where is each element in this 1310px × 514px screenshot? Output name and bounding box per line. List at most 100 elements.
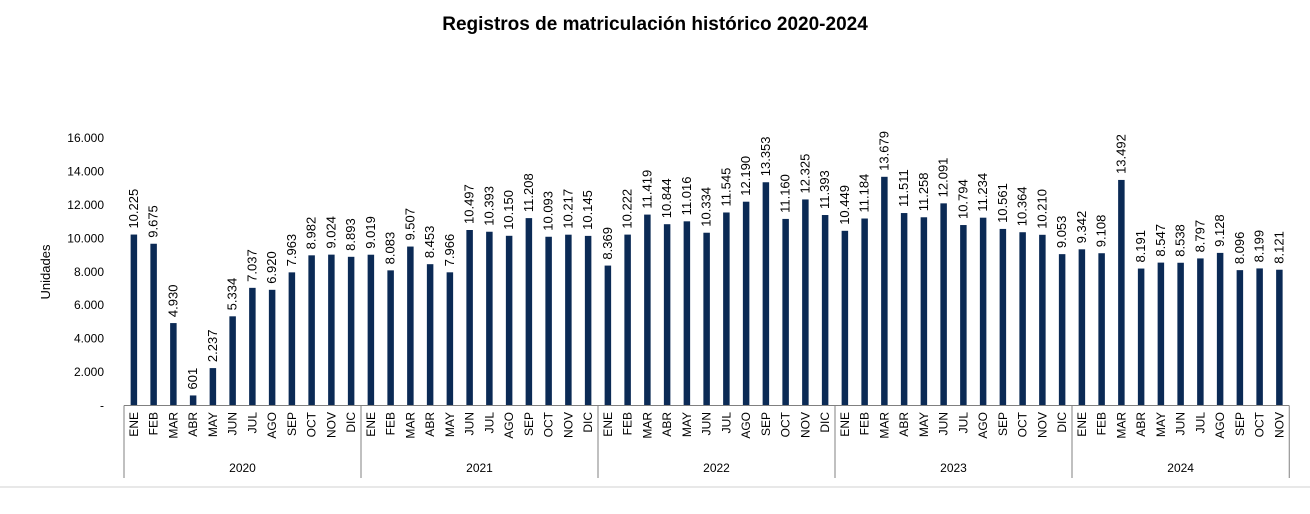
data-label: 2.237: [205, 330, 220, 363]
y-tick-label: 6.000: [74, 298, 104, 312]
data-label: 6.920: [264, 251, 279, 284]
data-label: 8.453: [422, 226, 437, 259]
x-tick-label: AGO: [265, 412, 279, 439]
bar: [249, 287, 256, 406]
x-tick-label: JUN: [226, 412, 240, 435]
bar: [170, 323, 177, 406]
bar: [802, 199, 809, 406]
year-label: 2024: [1167, 461, 1194, 475]
data-label: 10.497: [462, 184, 477, 224]
y-tick-label: 8.000: [74, 265, 104, 279]
bar: [1098, 253, 1105, 406]
bar: [328, 254, 335, 406]
x-tick-label: NOV: [324, 412, 338, 438]
x-tick-label: JUL: [245, 412, 259, 434]
data-label: 11.016: [679, 177, 694, 216]
bar: [545, 236, 552, 406]
y-tick-label: 4.000: [74, 332, 104, 346]
x-tick-label: SEP: [759, 412, 773, 436]
x-tick-label: JUL: [482, 412, 496, 434]
x-tick-label: NOV: [561, 412, 575, 438]
bar: [1157, 262, 1165, 406]
bar: [663, 224, 671, 406]
data-label: 4.930: [165, 285, 180, 318]
data-label: 10.222: [620, 189, 635, 229]
data-label: 8.369: [600, 227, 615, 260]
bar: [130, 234, 138, 406]
data-label: 8.538: [1173, 224, 1188, 257]
x-tick-label: NOV: [1035, 412, 1049, 438]
x-tick-label: OCT: [1253, 411, 1267, 437]
data-label: 9.342: [1074, 211, 1089, 244]
data-label: 11.184: [857, 174, 872, 213]
data-label: 8.083: [383, 232, 398, 265]
bar: [486, 231, 493, 406]
bar: [426, 264, 434, 406]
bar: [920, 217, 928, 406]
data-label: 10.145: [580, 190, 595, 230]
bar: [189, 395, 197, 406]
data-label: 10.150: [501, 190, 516, 230]
bar: [1078, 249, 1086, 406]
bar: [229, 316, 236, 406]
x-tick-label: AGO: [502, 412, 516, 439]
y-tick-label: -: [100, 399, 104, 413]
x-tick-label: SEP: [285, 412, 299, 436]
x-tick-label: OCT: [1016, 411, 1030, 437]
x-tick-label: OCT: [305, 411, 319, 437]
data-label: 11.419: [639, 170, 654, 209]
year-label: 2020: [229, 461, 256, 475]
data-label: 10.210: [1034, 189, 1049, 229]
bar: [881, 176, 888, 406]
bar: [1019, 232, 1026, 406]
x-tick-label: JUL: [1193, 412, 1207, 434]
x-tick-label: MAY: [917, 412, 931, 437]
x-tick-label: JUN: [1174, 412, 1188, 435]
y-tick-label: 2.000: [74, 365, 104, 379]
bar: [979, 217, 987, 406]
x-tick-label: NOV: [1272, 412, 1286, 438]
x-tick-label: ENE: [601, 412, 615, 437]
bar: [841, 230, 849, 406]
x-tick-label: MAR: [1114, 412, 1128, 439]
bar: [1177, 262, 1184, 406]
data-label: 8.096: [1232, 232, 1247, 265]
data-label: 12.325: [797, 154, 812, 194]
data-label: 8.982: [304, 217, 319, 250]
x-tick-label: JUN: [700, 412, 714, 435]
x-tick-label: DIC: [1055, 412, 1069, 433]
year-label: 2023: [940, 461, 967, 475]
y-tick-label: 10.000: [67, 231, 104, 245]
x-tick-label: JUL: [956, 412, 970, 434]
data-label: 11.511: [896, 169, 911, 207]
data-label: 13.679: [876, 131, 891, 171]
data-label: 8.797: [1192, 220, 1207, 253]
year-label: 2022: [703, 461, 730, 475]
bar: [999, 228, 1007, 406]
data-label: 10.794: [955, 179, 970, 219]
bar: [1039, 234, 1046, 406]
data-label: 10.225: [126, 189, 141, 229]
x-tick-label: DIC: [581, 412, 595, 433]
bar: [209, 368, 217, 406]
x-tick-label: SEP: [1233, 412, 1247, 436]
x-tick-label: JUN: [463, 412, 477, 435]
data-label: 8.547: [1153, 224, 1168, 257]
bar: [387, 270, 394, 406]
bar: [604, 265, 612, 406]
x-tick-label: ABR: [423, 412, 437, 437]
data-label: 10.449: [837, 185, 852, 225]
data-label: 7.963: [284, 234, 299, 267]
bar: [150, 243, 157, 406]
data-label: 10.093: [541, 191, 556, 231]
data-label: 9.019: [363, 216, 378, 249]
x-tick-label: MAR: [166, 412, 180, 439]
x-tick-label: MAY: [680, 412, 694, 437]
data-label: 9.128: [1212, 214, 1227, 247]
bar: [288, 272, 296, 406]
x-tick-label: FEB: [621, 412, 635, 435]
data-label: 7.966: [442, 234, 457, 267]
x-tick-label: AGO: [739, 412, 753, 439]
x-tick-label: DIC: [344, 412, 358, 433]
data-label: 10.217: [560, 189, 575, 229]
